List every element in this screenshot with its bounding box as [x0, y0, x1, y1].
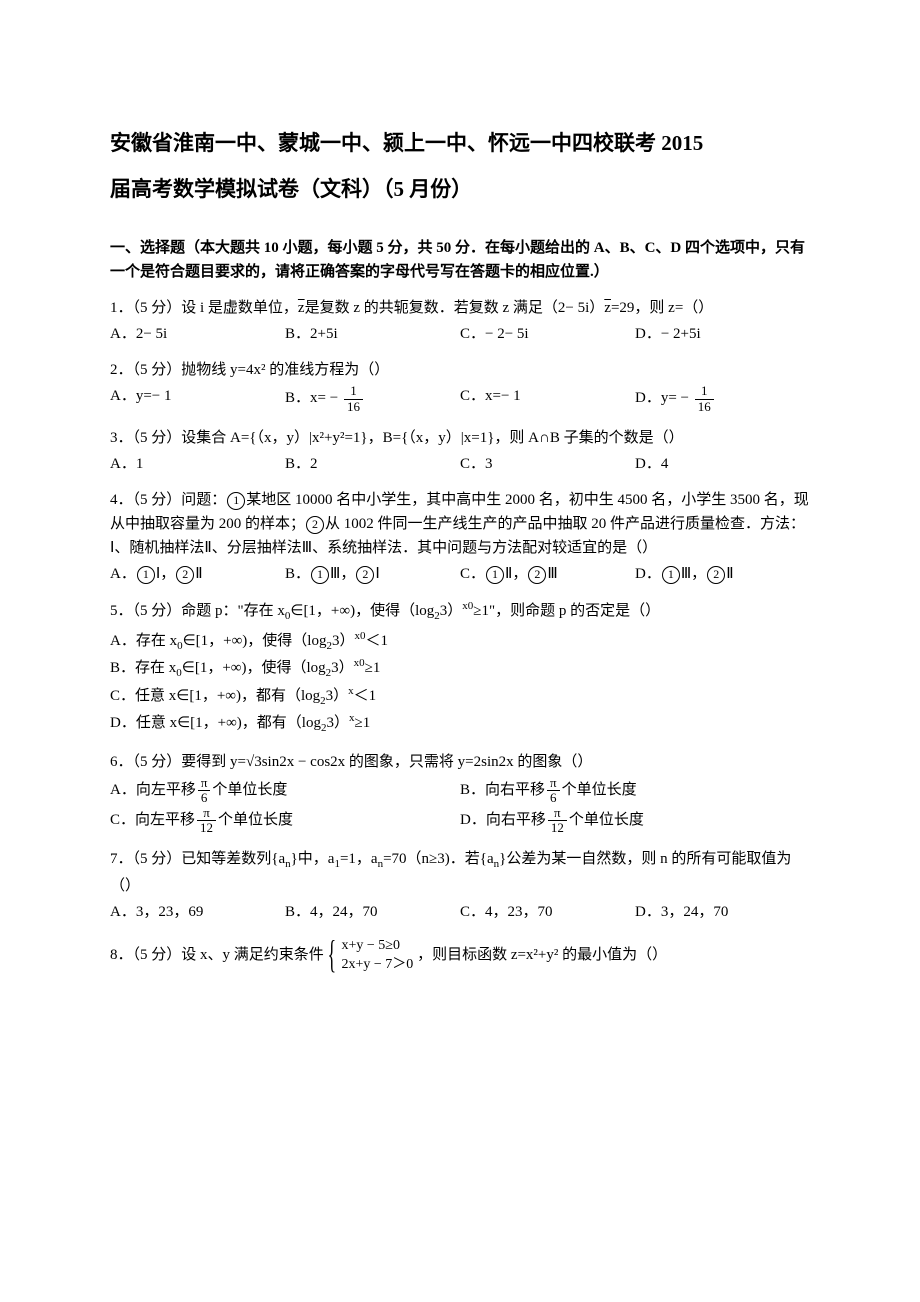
- q6-opt-a: A．向左平移π6个单位长度: [110, 776, 460, 806]
- brace-icon: x+y − 5≥0 2x+y − 7＞0: [328, 936, 414, 975]
- q2-options: A．y=− 1 B．x= − 116 C．x=− 1 D．y= − 116: [110, 384, 810, 414]
- q2-opt-a: A．y=− 1: [110, 384, 285, 414]
- fraction-icon: 116: [344, 384, 363, 414]
- circled-icon: 2: [528, 566, 546, 584]
- q4-opt-d: D．1Ⅲ，2Ⅱ: [635, 562, 810, 586]
- q1-opt-d: D．− 2+5i: [635, 322, 810, 346]
- q7-opt-a: A．3，23，69: [110, 900, 285, 924]
- q7-options: A．3，23，69 B．4，24，70 C．4，23，70 D．3，24，70: [110, 900, 810, 924]
- fraction-icon: π12: [197, 806, 216, 836]
- q5-opt-b: B．存在 x0∈[1，+∞)，使得（log23）x0≥1: [110, 655, 810, 683]
- q5-opt-d: D．任意 x∈[1，+∞)，都有（log23）x≥1: [110, 710, 810, 738]
- q4-p1: 4．（5 分）问题：: [110, 492, 226, 508]
- section-1-header: 一、选择题（本大题共 10 小题，每小题 5 分，共 50 分．在每小题给出的 …: [110, 236, 810, 284]
- q3-opt-b: B．2: [285, 452, 460, 476]
- title-line-1: 安徽省淮南一中、蒙城一中、颍上一中、怀远一中四校联考 2015: [110, 120, 810, 166]
- q6-opt-d: D．向右平移π12个单位长度: [460, 806, 810, 836]
- q1-stem-suffix: =29，则 z=（）: [611, 300, 713, 316]
- q5-opt-c: C．任意 x∈[1，+∞)，都有（log23）x＜1: [110, 683, 810, 711]
- question-6: 6．（5 分）要得到 y=√3sin2x − cos2x 的图象，只需将 y=2…: [110, 750, 810, 774]
- q2-b-prefix: B．x= −: [285, 391, 338, 407]
- fraction-icon: π6: [198, 776, 211, 806]
- circled-icon: 2: [176, 566, 194, 584]
- q2-opt-c: C．x=− 1: [460, 384, 635, 414]
- q1-opt-c: C．− 2− 5i: [460, 322, 635, 346]
- q5-opt-a: A．存在 x0∈[1，+∞)，使得（log23）x0＜1: [110, 628, 810, 656]
- circled-2-icon: 2: [306, 516, 324, 534]
- q6-options: A．向左平移π6个单位长度 B．向右平移π6个单位长度 C．向左平移π12个单位…: [110, 776, 810, 835]
- q1-opt-b: B．2+5i: [285, 322, 460, 346]
- q2-opt-b: B．x= − 116: [285, 384, 460, 414]
- z-bar: z: [298, 300, 305, 316]
- q1-opt-a: A．2− 5i: [110, 322, 285, 346]
- circled-icon: 1: [486, 566, 504, 584]
- fraction-icon: π12: [548, 806, 567, 836]
- q1-stem-prefix: 1．（5 分）设 i 是虚数单位，: [110, 300, 298, 316]
- q3-opt-a: A．1: [110, 452, 285, 476]
- q7-opt-c: C．4，23，70: [460, 900, 635, 924]
- circled-icon: 1: [311, 566, 329, 584]
- q6-opt-c: C．向左平移π12个单位长度: [110, 806, 460, 836]
- q4-opt-b: B．1Ⅲ，2Ⅰ: [285, 562, 460, 586]
- fraction-icon: π6: [547, 776, 560, 806]
- circled-icon: 2: [356, 566, 374, 584]
- exam-title: 安徽省淮南一中、蒙城一中、颍上一中、怀远一中四校联考 2015 届高考数学模拟试…: [110, 120, 810, 212]
- q6-opt-b: B．向右平移π6个单位长度: [460, 776, 810, 806]
- q5-options: A．存在 x0∈[1，+∞)，使得（log23）x0＜1 B．存在 x0∈[1，…: [110, 628, 810, 738]
- q1-options: A．2− 5i B．2+5i C．− 2− 5i D．− 2+5i: [110, 322, 810, 346]
- q1-stem-mid: 是复数 z 的共轭复数．若复数 z 满足（2− 5i）: [305, 300, 605, 316]
- circled-1-icon: 1: [227, 492, 245, 510]
- q3-opt-d: D．4: [635, 452, 810, 476]
- question-8: 8．（5 分）设 x、y 满足约束条件 x+y − 5≥0 2x+y − 7＞0…: [110, 936, 810, 975]
- question-7: 7．（5 分）已知等差数列{an}中，a1=1，an=70（n≥3)．若{an}…: [110, 847, 810, 898]
- q7-opt-b: B．4，24，70: [285, 900, 460, 924]
- sqrt-icon: √3: [246, 754, 262, 770]
- q4-opt-a: A．1Ⅰ，2Ⅱ: [110, 562, 285, 586]
- question-1: 1．（5 分）设 i 是虚数单位，z是复数 z 的共轭复数．若复数 z 满足（2…: [110, 296, 810, 320]
- fraction-icon: 116: [695, 384, 714, 414]
- constraint-2: 2x+y − 7＞0: [342, 955, 414, 975]
- constraint-1: x+y − 5≥0: [342, 936, 414, 956]
- question-5: 5．（5 分）命题 p："存在 x0∈[1，+∞)，使得（log23）x0≥1"…: [110, 598, 810, 626]
- q7-opt-d: D．3，24，70: [635, 900, 810, 924]
- q3-opt-c: C．3: [460, 452, 635, 476]
- q2-d-prefix: D．y= −: [635, 391, 689, 407]
- circled-icon: 2: [707, 566, 725, 584]
- q2-opt-d: D．y= − 116: [635, 384, 810, 414]
- question-2: 2．（5 分）抛物线 y=4x² 的准线方程为（）: [110, 358, 810, 382]
- title-line-2: 届高考数学模拟试卷（文科）（5 月份）: [110, 166, 810, 212]
- question-3: 3．（5 分）设集合 A={（x，y）|x²+y²=1}，B={（x，y）|x=…: [110, 426, 810, 450]
- circled-icon: 1: [662, 566, 680, 584]
- circled-icon: 1: [137, 566, 155, 584]
- q4-opt-c: C．1Ⅱ，2Ⅲ: [460, 562, 635, 586]
- z-bar-2: z: [604, 300, 611, 316]
- q4-options: A．1Ⅰ，2Ⅱ B．1Ⅲ，2Ⅰ C．1Ⅱ，2Ⅲ D．1Ⅲ，2Ⅱ: [110, 562, 810, 586]
- question-4: 4．（5 分）问题：1某地区 10000 名中小学生，其中高中生 2000 名，…: [110, 488, 810, 560]
- q3-options: A．1 B．2 C．3 D．4: [110, 452, 810, 476]
